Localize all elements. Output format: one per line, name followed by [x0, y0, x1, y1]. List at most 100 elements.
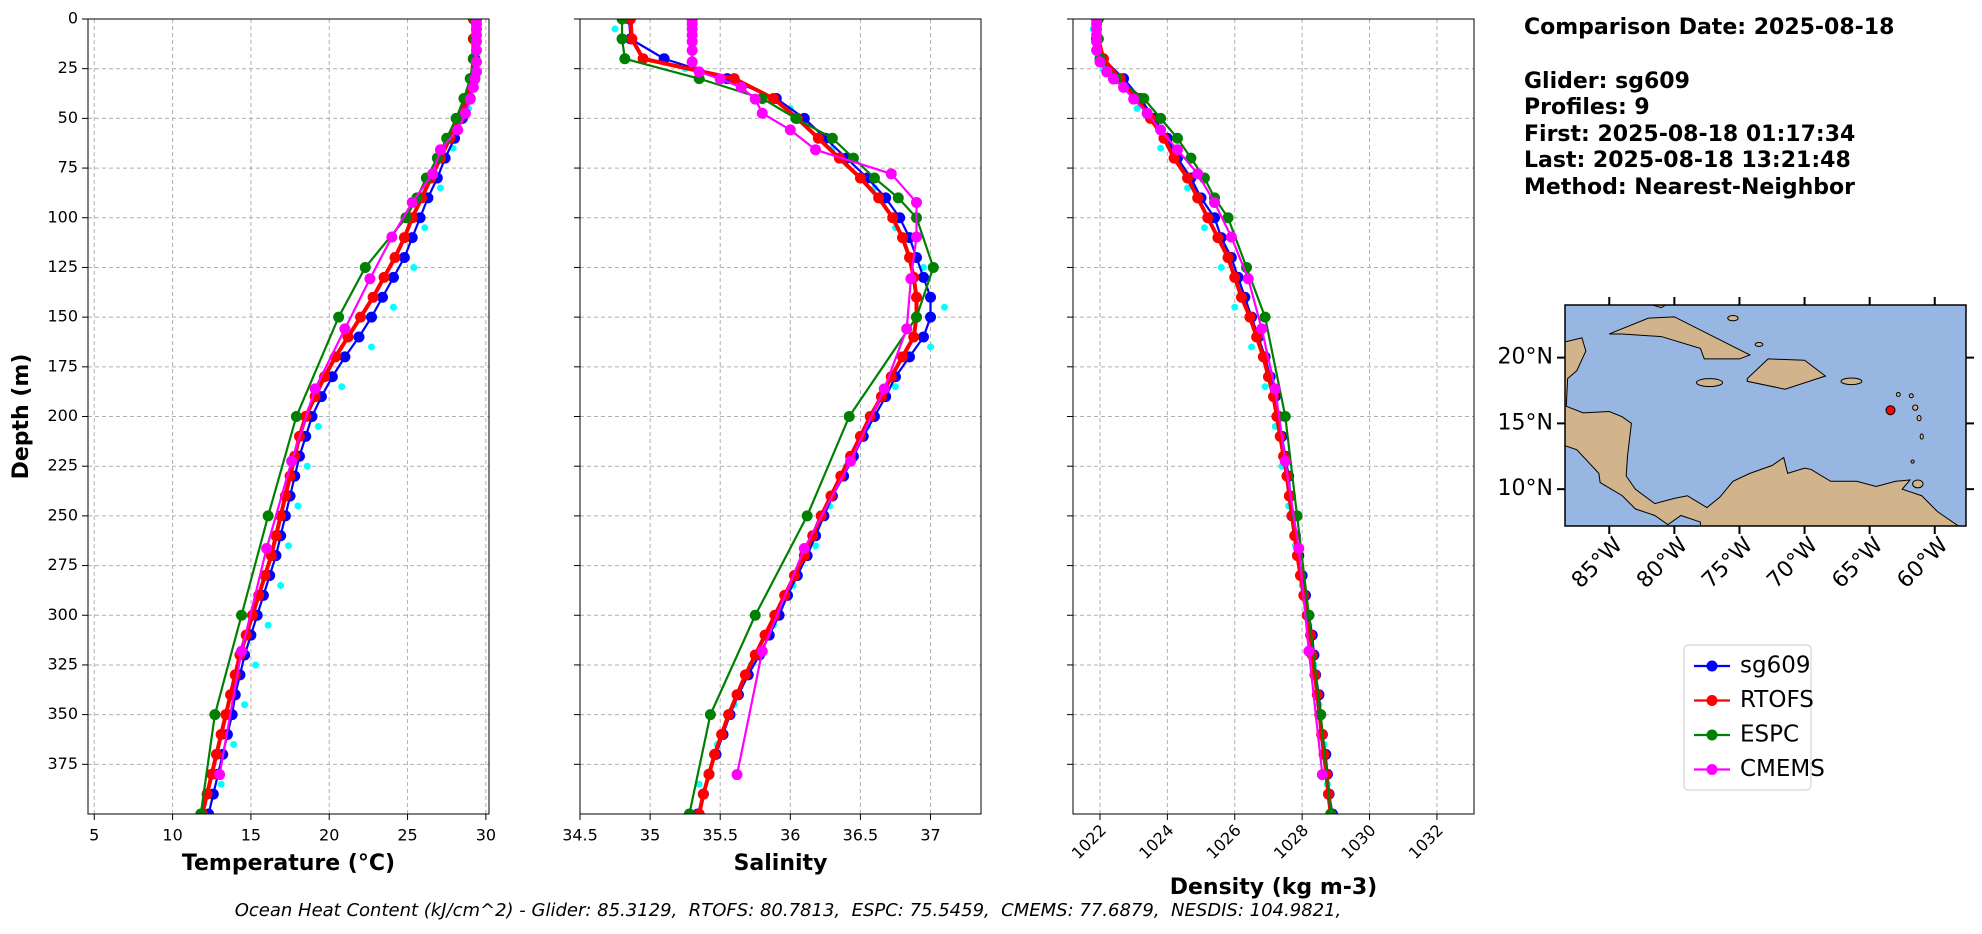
point	[364, 273, 376, 285]
legend-label: CMEMS	[1740, 756, 1825, 782]
series	[1091, 19, 1328, 781]
point	[1133, 104, 1141, 112]
x-tick-label: 25	[397, 826, 417, 845]
legend-swatch	[1706, 764, 1718, 775]
point	[784, 124, 796, 136]
point	[1209, 196, 1221, 208]
plot-area	[1089, 19, 1338, 814]
point	[709, 748, 721, 760]
point	[868, 172, 880, 184]
point	[1256, 323, 1268, 335]
point	[1222, 252, 1234, 263]
y-tick-label: 325	[47, 654, 78, 673]
point	[739, 669, 751, 681]
point	[398, 232, 410, 244]
point	[309, 383, 321, 395]
point	[911, 311, 923, 323]
point	[749, 93, 761, 105]
y-tick-label: 15°N	[1498, 410, 1553, 435]
point	[277, 581, 285, 589]
point	[366, 311, 378, 323]
point	[214, 769, 226, 781]
point	[359, 261, 371, 273]
y-tick-label: 300	[47, 605, 78, 624]
point	[236, 609, 248, 621]
land	[1755, 342, 1763, 346]
land	[1909, 394, 1913, 398]
land	[1728, 316, 1738, 321]
info-line: Method: Nearest-Neighbor	[1524, 175, 1855, 200]
point	[1107, 73, 1119, 85]
x-tick-label: 5	[89, 826, 99, 845]
point	[714, 73, 726, 85]
point	[421, 224, 429, 232]
footer: Ocean Heat Content (kJ/cm^2) - Glider: 8…	[235, 900, 1342, 921]
map-frame	[1564, 304, 1967, 527]
x-tick-label: 37	[920, 826, 940, 845]
point	[1217, 263, 1225, 271]
point	[452, 124, 464, 136]
point	[697, 788, 709, 800]
point	[434, 144, 446, 156]
y-tick-label: 125	[47, 257, 78, 276]
point	[333, 311, 345, 323]
land	[1911, 460, 1914, 463]
point	[896, 232, 908, 244]
point	[470, 56, 482, 68]
x-tick-label: 35.5	[702, 826, 738, 845]
point	[918, 271, 930, 283]
point	[1171, 132, 1183, 144]
location-point	[1885, 405, 1896, 416]
point	[469, 73, 481, 85]
info-line: Last: 2025-08-18 13:21:48	[1524, 148, 1851, 173]
point	[693, 808, 705, 814]
y-tick-label: 350	[47, 704, 78, 723]
point	[1235, 291, 1247, 303]
series	[214, 19, 482, 781]
legend-label: sg609	[1740, 653, 1810, 679]
point	[826, 132, 838, 144]
point	[908, 331, 920, 343]
point	[1157, 144, 1165, 152]
point	[887, 212, 899, 224]
land	[1896, 392, 1900, 396]
point	[695, 780, 703, 788]
point	[400, 212, 412, 224]
point	[1182, 172, 1194, 184]
y-tick-label: 225	[47, 456, 78, 475]
y-tick-label: 10°N	[1498, 476, 1553, 501]
point	[812, 542, 820, 550]
point	[854, 172, 866, 184]
land	[1841, 378, 1862, 385]
land	[1747, 359, 1825, 389]
point	[637, 53, 649, 65]
legend-box	[1683, 644, 1812, 791]
point	[376, 291, 388, 303]
point	[905, 273, 917, 285]
point	[389, 252, 401, 263]
point	[903, 252, 915, 263]
point	[927, 261, 939, 273]
point	[378, 271, 390, 283]
point	[1315, 709, 1327, 721]
point	[1118, 81, 1130, 93]
point	[1091, 36, 1103, 48]
point	[406, 232, 418, 244]
point	[270, 530, 282, 542]
point	[925, 311, 937, 323]
x-axis-label: Density (kg m-3)	[1170, 875, 1378, 900]
point	[790, 112, 802, 124]
frame	[579, 18, 982, 815]
y-tick-label: 25	[58, 58, 78, 77]
point	[217, 780, 225, 788]
panel: 34.5 35 35.5 36 36.5 37 Salinity	[562, 18, 982, 876]
point	[686, 44, 698, 56]
point	[731, 689, 743, 701]
point	[262, 510, 274, 522]
y-tick-label: 250	[47, 505, 78, 524]
y-tick-label: 50	[58, 108, 78, 127]
point	[918, 331, 930, 343]
point	[767, 93, 779, 104]
x-axis-label: Salinity	[734, 851, 828, 876]
point	[891, 383, 899, 391]
